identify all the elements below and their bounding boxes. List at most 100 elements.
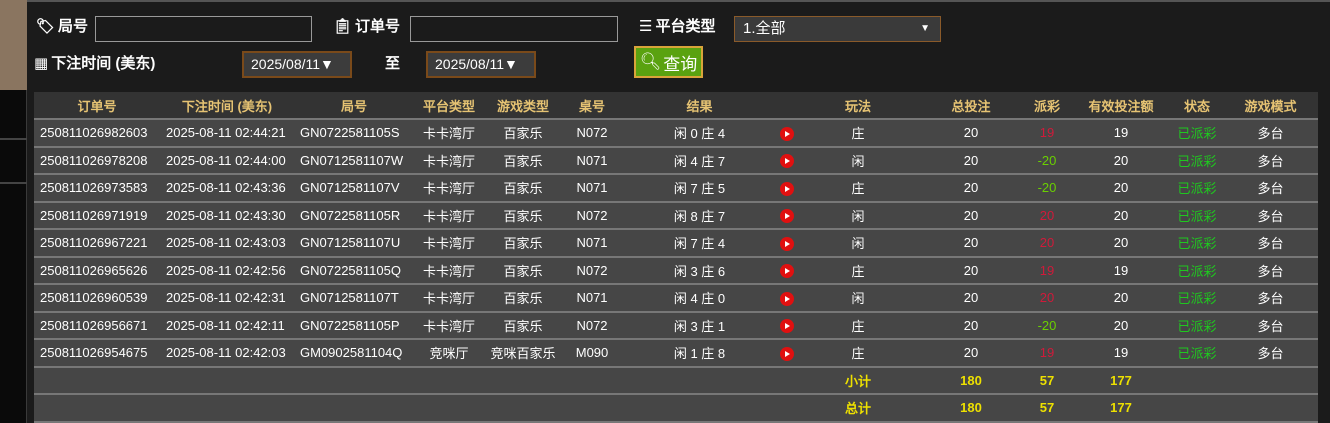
game-type-cell: 百家乐 bbox=[484, 119, 562, 148]
video-cell bbox=[777, 174, 797, 203]
valid-bet-cell: 20 bbox=[1071, 201, 1171, 230]
video-cell bbox=[777, 119, 797, 148]
round-label: 🏷︎ 局号 bbox=[36, 17, 89, 36]
result-cell: 闲 4 庄 0 bbox=[622, 284, 777, 313]
search-icon: 🔍︎ bbox=[639, 52, 662, 71]
game-type-cell: 百家乐 bbox=[484, 229, 562, 258]
total-row: 总计 180 57 177 bbox=[34, 394, 1318, 423]
column-header: 局号 bbox=[294, 92, 414, 120]
payout-cell: 20 bbox=[1023, 201, 1071, 230]
column-header: 结果 bbox=[622, 92, 777, 120]
date-from-picker[interactable]: 2025/08/11▼ bbox=[242, 51, 352, 78]
bet-type-cell: 庄 bbox=[797, 174, 919, 203]
play-video-icon[interactable] bbox=[780, 264, 794, 279]
platform-cell: 卡卡湾厅 bbox=[414, 174, 484, 203]
play-video-icon[interactable] bbox=[780, 346, 794, 361]
play-video-icon[interactable] bbox=[780, 236, 794, 251]
bet-time-cell: 2025-08-11 02:42:31 bbox=[160, 284, 294, 313]
bet-type-cell: 庄 bbox=[797, 256, 919, 285]
play-video-icon[interactable] bbox=[780, 319, 794, 334]
table-no-cell: M090 bbox=[562, 339, 622, 368]
date-to-picker[interactable]: 2025/08/11▼ bbox=[426, 51, 536, 78]
status-cell: 已派彩 bbox=[1171, 229, 1223, 258]
game-type-cell: 百家乐 bbox=[484, 146, 562, 175]
video-cell bbox=[777, 256, 797, 285]
game-mode-cell: 多台 bbox=[1223, 174, 1318, 203]
order-input[interactable] bbox=[410, 16, 618, 42]
bet-time-cell: 2025-08-11 02:43:03 bbox=[160, 229, 294, 258]
order-id-cell: 250811026965626 bbox=[34, 256, 160, 285]
calendar-icon: ▦ bbox=[34, 54, 49, 72]
play-video-icon[interactable] bbox=[780, 291, 794, 306]
play-video-icon[interactable] bbox=[780, 126, 794, 141]
total-bet-cell: 20 bbox=[919, 229, 1023, 258]
table-row: 250811026982603 2025-08-11 02:44:21 GN0722… bbox=[34, 119, 1318, 148]
subtotal-label: 小计 bbox=[797, 366, 919, 395]
round-id-cell: GN0722581105Q bbox=[294, 256, 414, 285]
column-header: 游戏类型 bbox=[484, 92, 562, 120]
video-cell bbox=[777, 311, 797, 340]
round-id-cell: GN0722581105S bbox=[294, 119, 414, 148]
video-cell bbox=[777, 201, 797, 230]
payout-cell: 19 bbox=[1023, 256, 1071, 285]
order-label: 📋︎ 订单号 bbox=[333, 17, 401, 36]
platform-cell: 卡卡湾厅 bbox=[414, 284, 484, 313]
result-cell: 闲 1 庄 8 bbox=[622, 339, 777, 368]
total-payout: 57 bbox=[1023, 394, 1071, 423]
play-video-icon[interactable] bbox=[780, 209, 794, 224]
table-no-cell: N071 bbox=[562, 229, 622, 258]
tag-icon: 🏷︎ bbox=[36, 17, 56, 35]
game-mode-cell: 多台 bbox=[1223, 284, 1318, 313]
game-mode-cell: 多台 bbox=[1223, 256, 1318, 285]
game-mode-cell: 多台 bbox=[1223, 119, 1318, 148]
table-no-cell: N072 bbox=[562, 119, 622, 148]
round-id-cell: GM0902581104Q bbox=[294, 339, 414, 368]
empty-cell bbox=[1171, 366, 1318, 395]
payout-cell: 19 bbox=[1023, 119, 1071, 148]
subtotal-valid-bet: 177 bbox=[1071, 366, 1171, 395]
round-id-cell: GN0712581107W bbox=[294, 146, 414, 175]
bet-time-cell: 2025-08-11 02:42:11 bbox=[160, 311, 294, 340]
table-no-cell: N072 bbox=[562, 311, 622, 340]
clipboard-icon: 📋︎ bbox=[333, 17, 353, 35]
order-id-cell: 250811026973583 bbox=[34, 174, 160, 203]
table-row: 250811026956671 2025-08-11 02:42:11 GN0722… bbox=[34, 311, 1318, 340]
play-video-icon[interactable] bbox=[780, 181, 794, 196]
status-cell: 已派彩 bbox=[1171, 256, 1223, 285]
video-cell bbox=[777, 284, 797, 313]
empty-cell bbox=[1171, 394, 1318, 423]
platform-cell: 卡卡湾厅 bbox=[414, 256, 484, 285]
order-id-cell: 250811026960539 bbox=[34, 284, 160, 313]
play-video-icon[interactable] bbox=[780, 154, 794, 169]
bet-time-cell: 2025-08-11 02:42:03 bbox=[160, 339, 294, 368]
game-type-cell: 百家乐 bbox=[484, 284, 562, 313]
table-no-cell: N071 bbox=[562, 284, 622, 313]
column-header: 派彩 bbox=[1023, 92, 1071, 120]
column-header: 平台类型 bbox=[414, 92, 484, 120]
platform-cell: 卡卡湾厅 bbox=[414, 146, 484, 175]
bet-time-label: ▦ 下注时间 (美东) bbox=[34, 54, 156, 73]
valid-bet-cell: 20 bbox=[1071, 174, 1171, 203]
total-bet-cell: 20 bbox=[919, 201, 1023, 230]
game-mode-cell: 多台 bbox=[1223, 311, 1318, 340]
platform-select[interactable]: 1.全部 ▼ bbox=[734, 16, 941, 42]
total-total-bet: 180 bbox=[919, 394, 1023, 423]
bet-time-cell: 2025-08-11 02:44:21 bbox=[160, 119, 294, 148]
bet-type-cell: 庄 bbox=[797, 311, 919, 340]
column-header: 有效投注额 bbox=[1071, 92, 1171, 120]
payout-cell: 20 bbox=[1023, 284, 1071, 313]
query-button[interactable]: 🔍︎ 查询 bbox=[634, 46, 703, 78]
result-cell: 闲 3 庄 6 bbox=[622, 256, 777, 285]
bet-records-table: 订单号 下注时间 (美东) 局号 平台类型 游戏类型 桌号 结果 玩法 总投注 派彩 有效投注额 状态… bbox=[34, 92, 1318, 423]
total-bet-cell: 20 bbox=[919, 119, 1023, 148]
table-no-cell: N072 bbox=[562, 256, 622, 285]
order-id-cell: 250811026954675 bbox=[34, 339, 160, 368]
game-type-cell: 百家乐 bbox=[484, 201, 562, 230]
platform-cell: 卡卡湾厅 bbox=[414, 311, 484, 340]
total-bet-cell: 20 bbox=[919, 339, 1023, 368]
table-row: 250811026967221 2025-08-11 02:43:03 GN0712… bbox=[34, 229, 1318, 258]
bet-type-cell: 闲 bbox=[797, 284, 919, 313]
round-input[interactable] bbox=[95, 16, 312, 42]
subtotal-row: 小计 180 57 177 bbox=[34, 366, 1318, 395]
round-id-cell: GN0712581107V bbox=[294, 174, 414, 203]
